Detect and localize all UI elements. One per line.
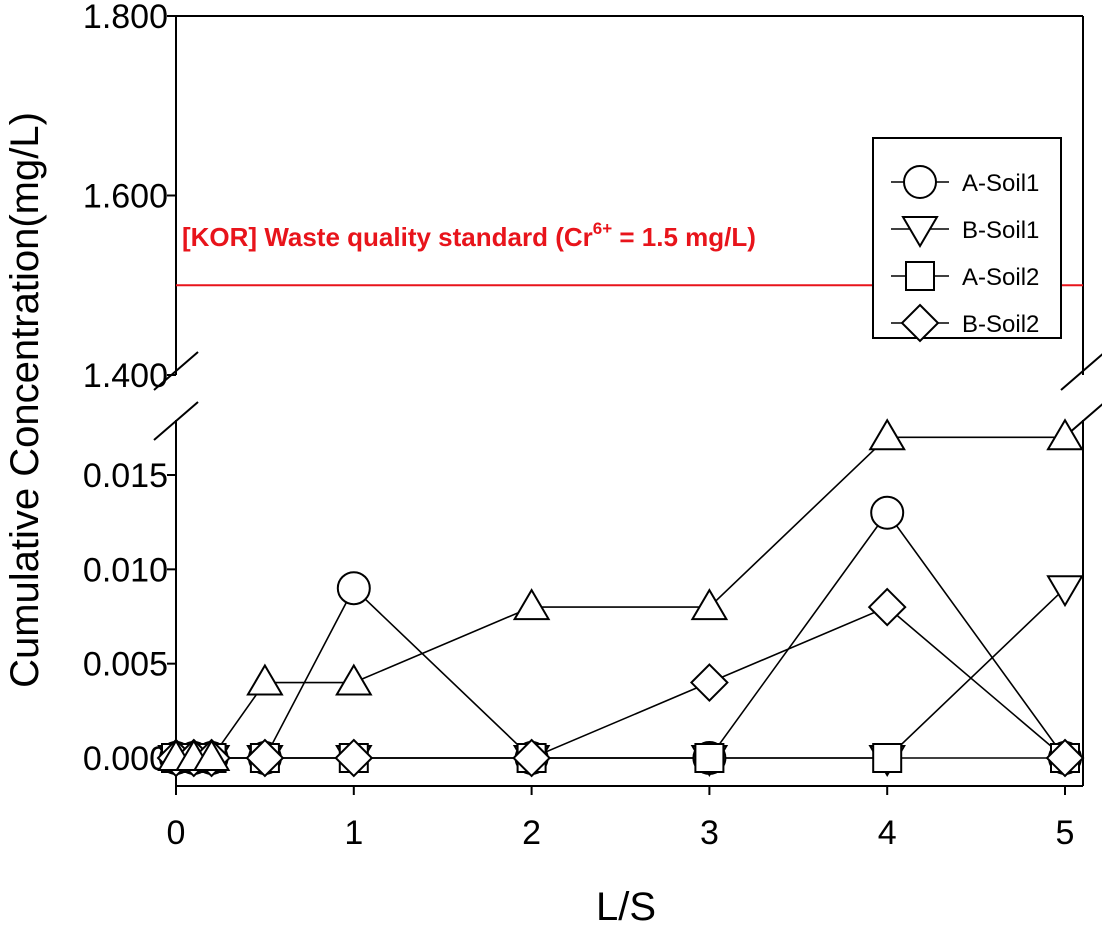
legend-label: A-Soil1	[962, 170, 1039, 197]
y-tick-label: 0.000	[83, 740, 168, 778]
series-5-point	[192, 739, 231, 771]
x-tick-label: 2	[522, 814, 541, 852]
a-soil1-point	[870, 495, 905, 530]
b-soil2-point	[1045, 738, 1085, 778]
y-tick-label: 1.400	[83, 357, 168, 395]
series-5-point	[246, 663, 284, 696]
legend-marker	[905, 261, 935, 291]
legend-label: A-Soil2	[962, 264, 1039, 291]
x-tick-label: 0	[167, 814, 186, 852]
series-5-point	[868, 418, 906, 451]
plot-frame	[153, 15, 1102, 787]
y-tick-label: 0.015	[83, 457, 168, 495]
b-soil2-point	[334, 738, 374, 778]
series-5-point	[690, 588, 729, 621]
a-soil1-line	[176, 511, 1066, 759]
x-tick-label: 1	[344, 814, 363, 852]
reference-line-label: [KOR] Waste quality standard (Cr6+ = 1.5…	[182, 219, 756, 252]
b-soil1-point	[1046, 575, 1084, 608]
legend-marker	[901, 216, 939, 248]
series-5-point	[335, 663, 373, 696]
legend-label: B-Soil2	[962, 311, 1039, 338]
series-5-line	[176, 436, 1065, 759]
y-tick-label: 0.005	[83, 646, 168, 684]
legend-box	[872, 137, 1062, 339]
y-tick-label: 1.600	[83, 178, 168, 216]
b-soil2-point	[245, 738, 285, 778]
legend: A-Soil1 B-Soil1 A-Soil2 B-Soil2	[872, 137, 1062, 343]
series-markers	[156, 418, 1085, 778]
x-tick-label: 3	[700, 814, 719, 852]
left-axis-break-mark	[153, 401, 199, 441]
y-axis-title: Cumulative Concentration(mg/L)	[3, 112, 47, 688]
x-tick-label: 5	[1056, 814, 1075, 852]
legend-label: B-Soil1	[962, 217, 1039, 244]
series-5-point	[1046, 418, 1084, 451]
series-lines	[176, 436, 1066, 759]
a-soil1-point	[336, 571, 371, 606]
a-soil2-point	[872, 743, 903, 773]
legend-marker	[903, 165, 937, 199]
y-tick-label: 0.010	[83, 551, 168, 589]
y-tick-label: 1.800	[83, 0, 168, 36]
axis-ticks: 1.400 1.600 1.800 0.000 0.005 0.010 0.015 0 1 2 3 4…	[83, 0, 1075, 852]
a-soil2-point	[694, 743, 725, 773]
series-5-point	[512, 588, 551, 621]
left-axis-break-mark	[153, 351, 199, 391]
right-axis-break-mark	[1060, 353, 1102, 391]
b-soil2-point	[867, 587, 907, 627]
x-axis-title: L/S	[596, 885, 656, 926]
b-soil2-point	[512, 738, 552, 778]
legend-marker	[900, 303, 940, 343]
x-tick-label: 4	[878, 814, 897, 852]
b-soil2-point	[689, 663, 729, 702]
